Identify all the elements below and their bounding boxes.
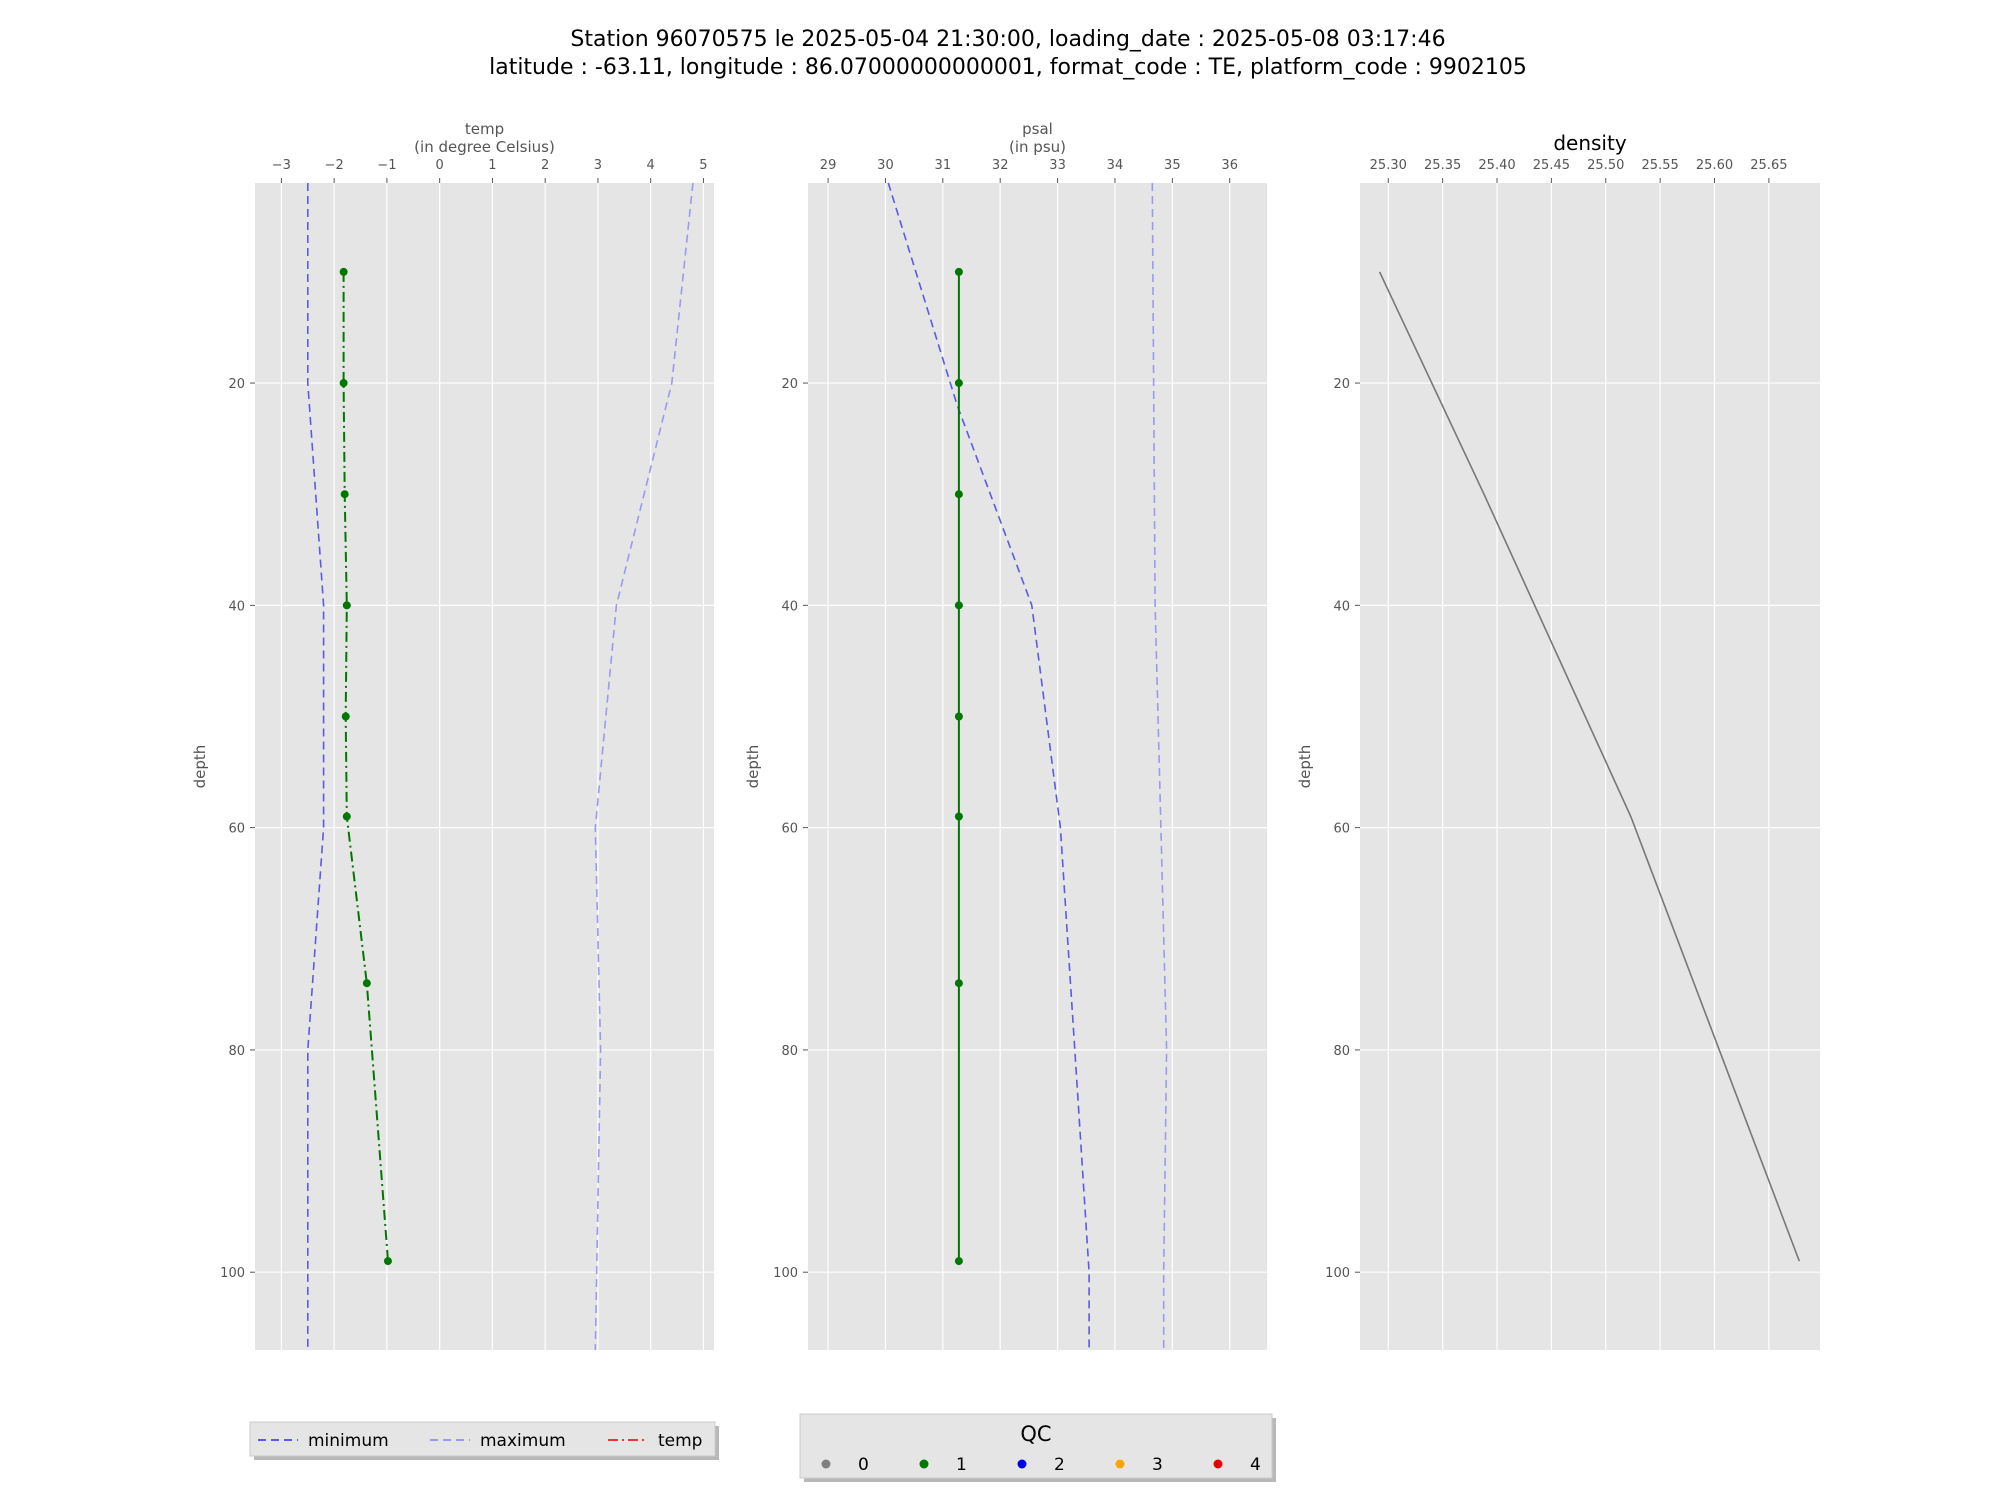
series-temp-point bbox=[383, 1257, 392, 1266]
y-tick-label: 60 bbox=[228, 822, 245, 837]
x-tick-label: 25.40 bbox=[1478, 158, 1515, 173]
y-axis-label: depth bbox=[744, 745, 762, 789]
x-tick-label: 25.35 bbox=[1424, 158, 1461, 173]
x-tick-label: 1 bbox=[488, 158, 496, 173]
y-tick-label: 80 bbox=[781, 1044, 798, 1059]
x-tick-label: 25.65 bbox=[1750, 158, 1787, 173]
legend-qc-3-label: 3 bbox=[1152, 1455, 1163, 1475]
axis-title-line2: (in degree Celsius) bbox=[414, 138, 555, 156]
x-tick-label: 25.50 bbox=[1587, 158, 1624, 173]
series-temp-point bbox=[340, 490, 349, 499]
x-tick-label: 25.60 bbox=[1696, 158, 1733, 173]
x-tick-label: 0 bbox=[436, 158, 444, 173]
x-tick-label: 25.45 bbox=[1533, 158, 1570, 173]
legend-qc-1-label: 1 bbox=[956, 1455, 967, 1475]
x-tick-label: 33 bbox=[1049, 158, 1066, 173]
y-tick-label: 100 bbox=[773, 1266, 798, 1281]
x-tick-label: 2 bbox=[541, 158, 549, 173]
y-tick-label: 60 bbox=[781, 822, 798, 837]
series-psal-point bbox=[954, 812, 963, 821]
panel-title: density bbox=[1553, 131, 1626, 155]
x-tick-label: 30 bbox=[877, 158, 894, 173]
legend-qc-3-marker bbox=[1115, 1459, 1125, 1469]
y-tick-label: 100 bbox=[220, 1266, 245, 1281]
series-psal-point bbox=[954, 712, 963, 721]
legend-qc-2-marker bbox=[1017, 1459, 1027, 1469]
temp-panel: −3 −2 −1 0 1 2 3 4 5 20 40 60 80 100 temp(in degree Ce… bbox=[191, 120, 714, 1351]
plot-area bbox=[808, 183, 1267, 1350]
legend-qc-2-label: 2 bbox=[1054, 1455, 1065, 1475]
series-psal-point bbox=[954, 490, 963, 499]
x-tick-label: 32 bbox=[992, 158, 1009, 173]
x-tick-label: 3 bbox=[594, 158, 602, 173]
axis-title-line1: temp bbox=[465, 120, 504, 138]
y-tick-label: 20 bbox=[1333, 377, 1350, 392]
x-tick-label: −3 bbox=[272, 158, 291, 173]
legend-qc-4-label: 4 bbox=[1250, 1455, 1261, 1475]
series-density-line bbox=[1378, 271, 1801, 1262]
series-psal-point bbox=[954, 979, 963, 988]
x-tick-label: 31 bbox=[935, 158, 952, 173]
x-tick-label: 25.30 bbox=[1370, 158, 1407, 173]
legend-qc-0-label: 0 bbox=[858, 1455, 869, 1475]
series-psal-point bbox=[954, 601, 963, 610]
suptitle-line1: Station 96070575 le 2025-05-04 21:30:00,… bbox=[570, 27, 1445, 52]
legend-minmax: minimum maximum temp bbox=[249, 1421, 719, 1460]
series-temp-point bbox=[342, 812, 351, 821]
series-temp-point bbox=[339, 379, 348, 388]
legend-qc-4-marker bbox=[1213, 1459, 1223, 1469]
y-tick-label: 40 bbox=[1333, 599, 1350, 614]
y-tick-label: 80 bbox=[228, 1044, 245, 1059]
legend-maximum-label: maximum bbox=[480, 1431, 566, 1451]
series-temp-point bbox=[339, 267, 348, 276]
plot-area bbox=[255, 183, 714, 1350]
y-axis-label: depth bbox=[191, 745, 209, 789]
x-tick-label: 4 bbox=[647, 158, 655, 173]
series-maximum-line bbox=[594, 182, 694, 1351]
y-tick-label: 20 bbox=[228, 377, 245, 392]
density-panel: 25.30 25.35 25.40 25.45 25.50 25.55 25.60 25.65… bbox=[1296, 131, 1820, 1350]
series-minimum-line bbox=[887, 182, 1090, 1350]
legend-temp-label: temp bbox=[658, 1431, 702, 1451]
x-tick-label: 34 bbox=[1107, 158, 1124, 173]
y-tick-label: 40 bbox=[228, 599, 245, 614]
x-tick-label: 25.55 bbox=[1642, 158, 1679, 173]
x-tick-label: −1 bbox=[377, 158, 396, 173]
y-tick-label: 100 bbox=[1325, 1266, 1350, 1281]
series-minimum-line bbox=[306, 183, 325, 1350]
series-temp-point bbox=[342, 601, 351, 610]
y-tick-label: 40 bbox=[781, 599, 798, 614]
series-temp-point bbox=[341, 712, 350, 721]
psal-panel: 29 30 31 32 33 34 35 36 20 40 60 80 100 psal(in psu) d… bbox=[744, 120, 1267, 1350]
x-tick-label: 36 bbox=[1221, 158, 1238, 173]
x-tick-label: 5 bbox=[699, 158, 707, 173]
series-psal-point bbox=[954, 267, 963, 276]
legend-qc-0-marker bbox=[821, 1459, 831, 1469]
y-tick-label: 20 bbox=[781, 377, 798, 392]
legend-qc-title: QC bbox=[1020, 1422, 1051, 1446]
y-tick-label: 60 bbox=[1333, 822, 1350, 837]
series-temp-line bbox=[342, 271, 389, 1262]
series-psal-point bbox=[954, 379, 963, 388]
y-tick-label: 80 bbox=[1333, 1044, 1350, 1059]
legend-qc: QC 0 1 2 3 4 bbox=[799, 1413, 1276, 1482]
series-psal-point bbox=[954, 1257, 963, 1266]
plot-area bbox=[1360, 183, 1820, 1350]
x-tick-label: 35 bbox=[1164, 158, 1181, 173]
axis-title-line2: (in psu) bbox=[1009, 138, 1066, 156]
legend-qc-frame bbox=[799, 1413, 1273, 1479]
axis-title-line1: psal bbox=[1022, 120, 1053, 138]
legend-minimum-label: minimum bbox=[308, 1431, 389, 1451]
x-tick-label: 29 bbox=[820, 158, 837, 173]
x-tick-label: −2 bbox=[325, 158, 344, 173]
legend-qc-1-marker bbox=[919, 1459, 929, 1469]
series-temp-point bbox=[362, 979, 371, 988]
suptitle-line2: latitude : -63.11, longitude : 86.070000… bbox=[489, 55, 1527, 80]
series-maximum-line bbox=[1151, 182, 1168, 1350]
y-axis-label: depth bbox=[1296, 745, 1314, 789]
